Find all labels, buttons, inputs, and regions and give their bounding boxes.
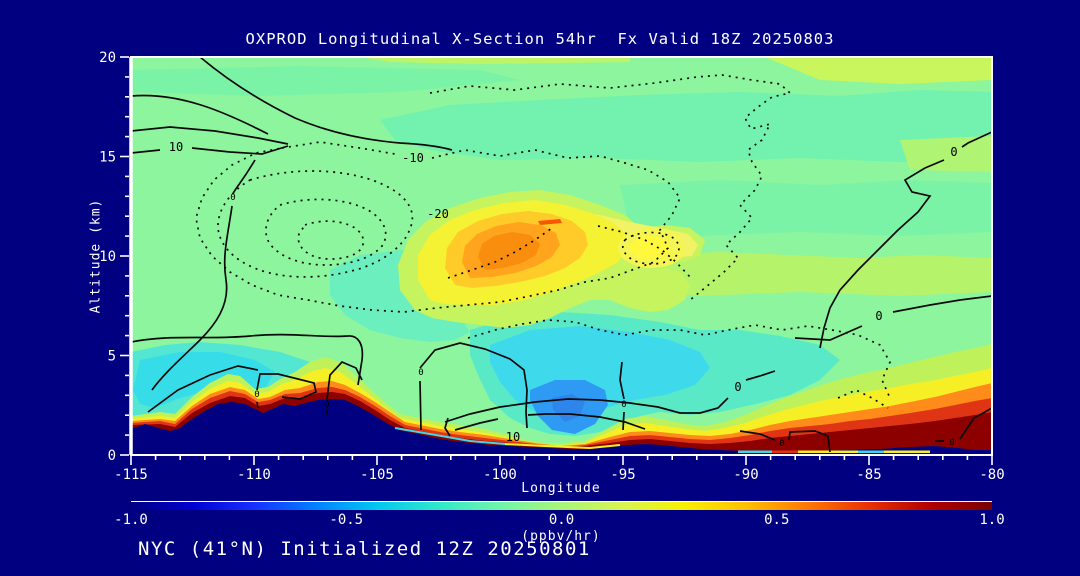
colorbar-tick-label: -1.0 <box>114 512 148 528</box>
contour-labels: 10 -10 -20 10 0 0 0 0 0 0 0 0 0 0 <box>169 140 958 449</box>
x-tick-label: -90 <box>733 467 758 483</box>
dotted-contours <box>195 74 891 409</box>
x-tick-label: -95 <box>610 467 635 483</box>
contour-label: 0 <box>779 439 784 449</box>
contour-label: -20 <box>427 207 449 221</box>
plot-title: OXPROD Longitudinal X-Section 54hr Fx Va… <box>245 30 835 48</box>
y-tick-label: 10 <box>99 249 116 265</box>
x-tick-label: -80 <box>979 467 1004 483</box>
contour-label: 0 <box>949 438 954 448</box>
y-tick-label: 0 <box>108 448 116 464</box>
fill-layers <box>131 57 992 455</box>
y-tick-label: 5 <box>108 349 116 365</box>
contour-label: 0 <box>254 390 259 400</box>
contour-label: 0 <box>875 309 882 323</box>
y-axis-title: Altitude (km) <box>88 198 104 314</box>
contour-label: 0 <box>950 145 957 159</box>
solid-contours <box>131 57 992 453</box>
x-tick-label: -110 <box>237 467 271 483</box>
contour-label: 0 <box>324 400 329 410</box>
x-tick-label: -100 <box>483 467 517 483</box>
colorbar-tick-labels: -1.0 -0.5 0.0 0.5 1.0 <box>114 512 1005 528</box>
contour-label: 0 <box>621 400 626 410</box>
terrain-mask <box>131 399 992 455</box>
colorbar-tick-label: 1.0 <box>979 512 1005 528</box>
contour-label: 0 <box>418 368 423 378</box>
contour-label: 10 <box>169 140 183 154</box>
contour-label: 10 <box>506 430 520 444</box>
colorbar-tick-label: 0.0 <box>548 512 575 528</box>
plot-frame <box>129 56 993 456</box>
contour-label: -10 <box>402 151 424 165</box>
y-tick-label: 15 <box>99 150 116 166</box>
x-axis-title: Longitude <box>521 481 601 496</box>
contour-label: 0 <box>230 193 235 203</box>
x-tick-label: -105 <box>360 467 394 483</box>
colorbar-unit: (ppbv/hr) <box>521 529 601 544</box>
colorbar <box>131 501 992 510</box>
footer-text: NYC (41°N) Initialized 12Z 20250801 <box>138 538 591 560</box>
x-tick-label: -85 <box>856 467 881 483</box>
colorbar-tick-label: -0.5 <box>329 512 364 528</box>
contour-label: 0 <box>734 380 741 394</box>
x-tick-label: -115 <box>114 467 148 483</box>
colorbar-tick-label: 0.5 <box>764 512 790 528</box>
y-tick-label: 20 <box>99 50 116 66</box>
